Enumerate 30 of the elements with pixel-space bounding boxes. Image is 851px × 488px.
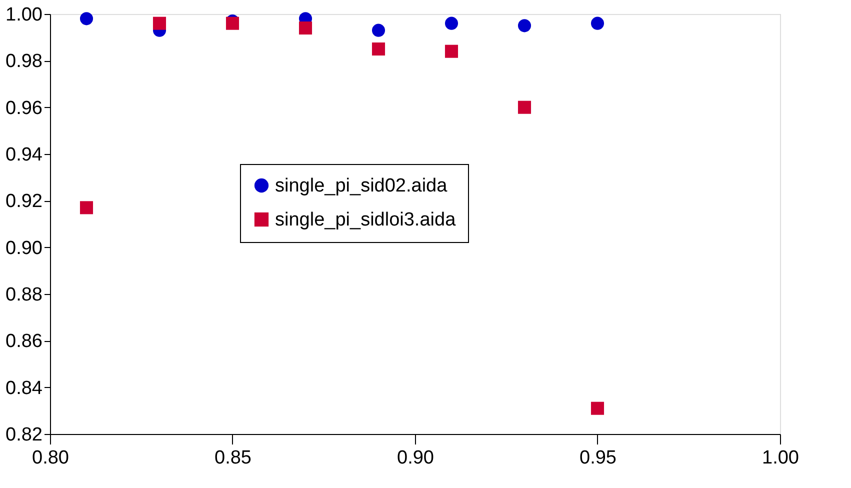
y-tick-label: 0.92	[6, 191, 42, 212]
point	[372, 42, 386, 56]
y-tick-label: 0.88	[6, 284, 42, 306]
point	[590, 16, 604, 30]
x-tick-label: 0.90	[397, 448, 434, 468]
point	[444, 44, 458, 58]
point	[226, 16, 240, 30]
point	[80, 12, 94, 26]
legend-label: single_pi_sid02.aida	[275, 176, 448, 196]
point	[444, 16, 458, 30]
x-tick-label: 0.85	[214, 448, 252, 468]
point	[518, 100, 532, 114]
point	[372, 24, 386, 37]
x-tick-label: 0.95	[580, 448, 616, 468]
point	[80, 201, 94, 214]
x-tick-label: 1.00	[762, 448, 799, 468]
y-tick-label: 1.00	[6, 4, 42, 26]
point	[590, 402, 604, 415]
y-tick-label: 0.94	[6, 144, 43, 166]
y-tick-label: 0.90	[6, 238, 42, 259]
y-tick-label: 0.98	[6, 51, 42, 72]
x-tick-label: 0.80	[32, 448, 69, 468]
point	[518, 19, 532, 32]
y-tick-label: 0.82	[6, 424, 42, 446]
point	[152, 16, 166, 30]
point	[298, 21, 312, 35]
y-tick-label: 0.84	[6, 378, 43, 399]
y-tick-label: 0.86	[6, 331, 42, 352]
legend-label: single_pi_sidloi3.aida	[275, 210, 456, 230]
y-tick-label: 0.96	[6, 98, 42, 119]
